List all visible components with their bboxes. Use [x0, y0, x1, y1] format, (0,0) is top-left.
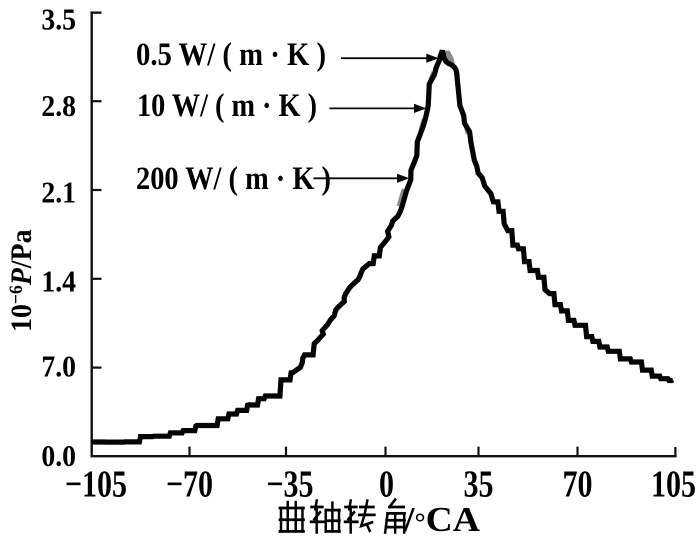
svg-text:200 W/ ( m · K ): 200 W/ ( m · K )	[136, 161, 331, 197]
svg-text:35: 35	[463, 463, 493, 505]
svg-text:7.0: 7.0	[41, 350, 76, 384]
svg-text:2.1: 2.1	[41, 176, 76, 210]
svg-text:105: 105	[651, 463, 696, 505]
svg-text:0.5 W/ ( m · K ): 0.5 W/ ( m · K )	[136, 37, 326, 73]
svg-text:1.4: 1.4	[41, 265, 76, 299]
svg-text:−35: −35	[266, 463, 313, 505]
svg-text:0.0: 0.0	[41, 440, 76, 474]
svg-text:10−6P/Pa: 10−6P/Pa	[5, 229, 38, 332]
svg-text:70: 70	[562, 463, 592, 505]
svg-text:−105: −105	[65, 463, 127, 505]
svg-text:0: 0	[379, 463, 394, 505]
svg-text:−70: −70	[166, 463, 213, 505]
svg-text:10 W/ ( m · K ): 10 W/ ( m · K )	[137, 88, 317, 124]
svg-text:3.5: 3.5	[41, 3, 76, 37]
svg-text:2.8: 2.8	[41, 89, 76, 123]
